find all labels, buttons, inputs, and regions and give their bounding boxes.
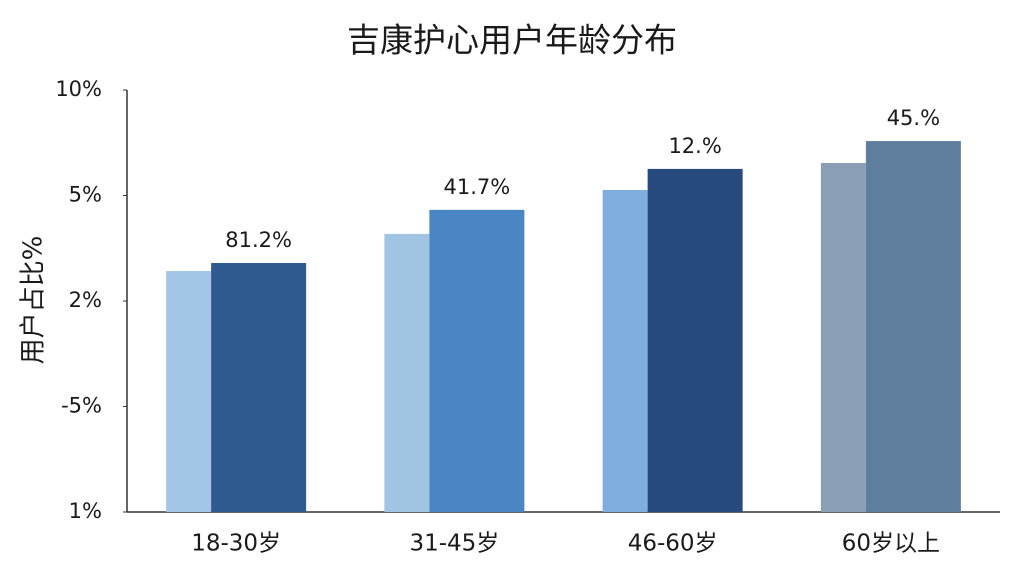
data-label: 81.2% <box>225 228 292 252</box>
bar <box>647 168 743 512</box>
bar <box>384 233 430 513</box>
bar <box>820 163 866 513</box>
y-tick-label: 10% <box>55 77 102 101</box>
data-label: 12.% <box>668 134 721 158</box>
y-tick-label: 5% <box>69 183 102 207</box>
y-axis-label: 用户占比% <box>19 236 49 365</box>
bar <box>602 190 648 512</box>
chart-title: 吉康护心用户年龄分布 <box>347 21 677 60</box>
y-tick-label: -5% <box>61 394 102 418</box>
bar <box>429 209 525 512</box>
data-label: 45.% <box>887 106 940 130</box>
bar <box>211 263 307 512</box>
x-tick-label: 46-60岁 <box>628 531 718 557</box>
x-tick-label: 31-45岁 <box>409 531 499 557</box>
bar <box>865 141 961 512</box>
y-tick-label: 2% <box>69 288 102 312</box>
x-tick-label: 18-30岁 <box>191 531 281 557</box>
y-tick-label: 1% <box>69 499 102 523</box>
bar <box>166 271 212 512</box>
x-tick-label: 60岁以上 <box>842 531 940 557</box>
data-label: 41.7% <box>444 175 511 199</box>
